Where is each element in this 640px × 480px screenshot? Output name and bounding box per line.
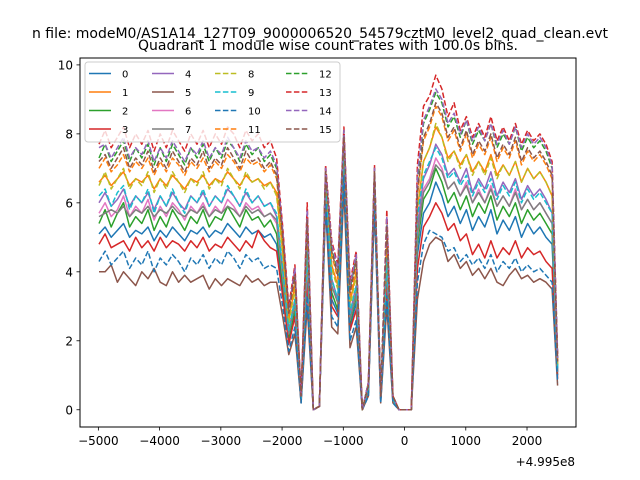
legend-label-13: 13 [319,88,332,99]
y-tick-label: 2 [65,334,73,348]
legend-label-3: 3 [122,125,128,136]
x-tick-label: 1000 [451,434,482,448]
series-line-10 [98,174,559,411]
legend-label-7: 7 [185,125,191,136]
legend-label-15: 15 [319,125,332,136]
series-line-14 [98,88,559,411]
x-tick-label: −1000 [323,434,364,448]
x-axis: −5000 −4000 −3000 −2000 −1000 0 1000 2000 [78,427,542,448]
legend-label-12: 12 [319,70,332,81]
y-tick-label: 10 [58,58,73,72]
legend-box [84,61,341,143]
legend-label-2: 2 [122,107,128,118]
series-line-15 [98,102,559,411]
series-line-9 [98,146,559,411]
series-line-8 [98,122,559,411]
series-line-11 [98,105,559,411]
legend-label-6: 6 [185,107,191,118]
legend-label-10: 10 [248,107,261,118]
axes-frame [79,57,577,428]
x-tick-label: 2000 [512,434,543,448]
legend-label-8: 8 [248,70,254,81]
x-tick-label: −3000 [201,434,242,448]
series-line-7 [98,153,559,411]
y-tick-label: 6 [65,196,73,210]
legend-label-4: 4 [185,70,191,81]
y-axis: 0 2 4 6 8 10 [58,58,80,417]
legend-label-11: 11 [248,125,261,136]
legend-label-5: 5 [185,88,191,99]
x-offset-text: +4.995e8 [516,455,575,469]
y-tick-label: 4 [65,265,73,279]
x-tick-label: −2000 [262,434,303,448]
legend-label-1: 1 [122,88,128,99]
legend-label-0: 0 [122,70,128,81]
legend-label-9: 9 [248,88,254,99]
series-line-5 [99,188,559,411]
x-tick-label: 0 [401,434,409,448]
chart-title: Quadrant 1 module wise count rates with … [138,38,518,54]
x-tick-label: −4000 [139,434,180,448]
legend-label-14: 14 [319,107,332,118]
x-tick-label: −5000 [78,434,119,448]
y-tick-label: 0 [65,403,73,417]
y-tick-label: 8 [65,127,73,141]
figure-suptitle: n file: modeM0/AS1A14_127T09_9000006520_… [32,26,609,42]
